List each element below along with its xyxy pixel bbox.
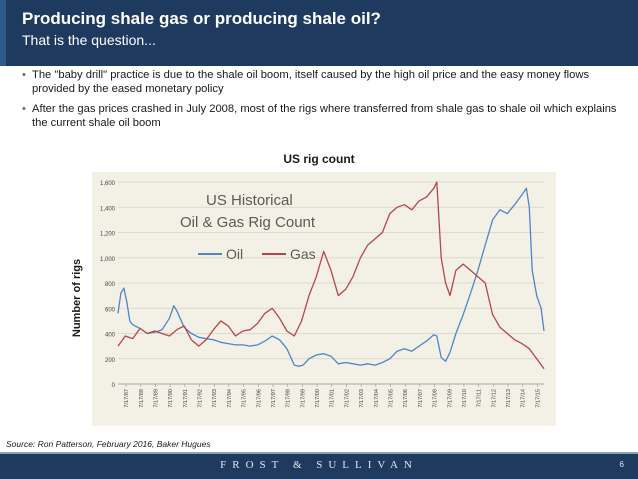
y-tick-label: 600 — [105, 307, 116, 313]
y-axis-label-wrap: Number of rigs — [66, 173, 88, 423]
legend-gas-label: Gas — [290, 246, 316, 262]
x-tick-label: 7/17/94 — [227, 389, 233, 408]
footer-brand-logo: FROST & SULLIVAN — [220, 459, 418, 471]
x-tick-label: 7/17/03 — [359, 389, 365, 408]
x-tick-label: 7/17/87 — [124, 389, 130, 408]
inner-title-line-1: US Historical — [206, 192, 293, 209]
x-tick-label: 7/17/00 — [315, 389, 321, 408]
gridlines — [118, 181, 544, 387]
bullet-list: • The "baby drill" practice is due to th… — [22, 68, 622, 136]
x-tick-label: 7/17/10 — [462, 389, 468, 408]
bullet-text: After the gas prices crashed in July 200… — [32, 103, 617, 129]
x-tick-label: 7/17/04 — [374, 389, 380, 408]
legend: Oil Gas — [198, 246, 316, 262]
y-tick-label: 1,400 — [100, 206, 116, 212]
series-line-oil — [117, 187, 545, 367]
y-tick-labels: 0 200 400 600 800 1,000 1,200 1,400 1,600 — [100, 181, 116, 389]
x-tick-label: 7/17/97 — [271, 389, 277, 408]
footer-bar: FROST & SULLIVAN 6 — [0, 452, 638, 479]
y-tick-label: 1,600 — [100, 181, 116, 187]
x-tick-label: 7/17/01 — [330, 389, 336, 408]
inner-title-line-2: Oil & Gas Rig Count — [180, 214, 316, 231]
x-tick-label: 7/17/05 — [388, 389, 394, 408]
series-lines — [117, 181, 545, 370]
y-tick-label: 200 — [105, 358, 116, 364]
page-number: 6 — [619, 460, 624, 469]
x-tick-label: 7/17/93 — [212, 389, 218, 408]
x-tick-label: 7/17/08 — [433, 389, 439, 408]
x-tick-label: 7/17/92 — [198, 389, 204, 408]
x-tick-label: 7/17/88 — [139, 389, 145, 408]
x-tick-label: 7/17/02 — [344, 389, 350, 408]
y-axis-label: Number of rigs — [71, 258, 83, 338]
x-tick-label: 7/17/11 — [477, 389, 483, 407]
x-tick-label: 7/17/96 — [256, 389, 262, 408]
slide-subtitle: That is the question... — [22, 32, 156, 48]
y-tick-label: 1,000 — [100, 257, 116, 263]
x-tick-label: 7/17/15 — [535, 389, 541, 408]
x-tick-label: 7/17/89 — [153, 389, 159, 408]
x-tick-label: 7/17/90 — [168, 389, 174, 408]
x-tick-label: 7/17/13 — [506, 389, 512, 408]
y-tick-label: 400 — [105, 333, 116, 339]
series-line-gas — [117, 181, 545, 370]
x-tick-label: 7/17/06 — [403, 389, 409, 408]
y-tick-label: 800 — [105, 282, 116, 288]
x-tick-label: 7/17/07 — [418, 389, 424, 408]
bullet-item: • The "baby drill" practice is due to th… — [22, 68, 622, 96]
x-tick-label: 7/17/12 — [491, 389, 497, 408]
x-tick-label: 7/17/99 — [300, 389, 306, 408]
x-tick-label: 7/17/09 — [447, 389, 453, 408]
source-note: Source: Ron Patterson, February 2016, Ba… — [6, 439, 211, 449]
rig-count-chart: 0 200 400 600 800 1,000 1,200 1,400 1,600 7/17/8… — [92, 172, 556, 426]
x-tick-label: 7/17/95 — [242, 389, 248, 408]
y-tick-label: 1,200 — [100, 232, 116, 238]
y-tick-label: 0 — [112, 383, 116, 389]
chart-title: US rig count — [283, 152, 355, 166]
x-tick-label: 7/17/14 — [521, 389, 527, 408]
footer-divider — [0, 452, 638, 454]
bullet-dot-icon: • — [22, 103, 26, 115]
plot-background — [92, 172, 556, 426]
x-tick-label: 7/17/98 — [286, 389, 292, 408]
legend-oil-label: Oil — [226, 246, 243, 262]
header-accent — [0, 0, 6, 66]
header-bar: Producing shale gas or producing shale o… — [0, 0, 638, 66]
x-tick-labels: 7/17/87 7/17/88 7/17/89 7/17/90 7/17/91 7/17/… — [124, 389, 541, 408]
bullet-item: • After the gas prices crashed in July 2… — [22, 102, 622, 130]
bullet-text: The "baby drill" practice is due to the … — [32, 69, 590, 95]
x-tick-label: 7/17/91 — [183, 389, 189, 408]
slide-title: Producing shale gas or producing shale o… — [22, 9, 381, 28]
bullet-dot-icon: • — [22, 69, 26, 81]
